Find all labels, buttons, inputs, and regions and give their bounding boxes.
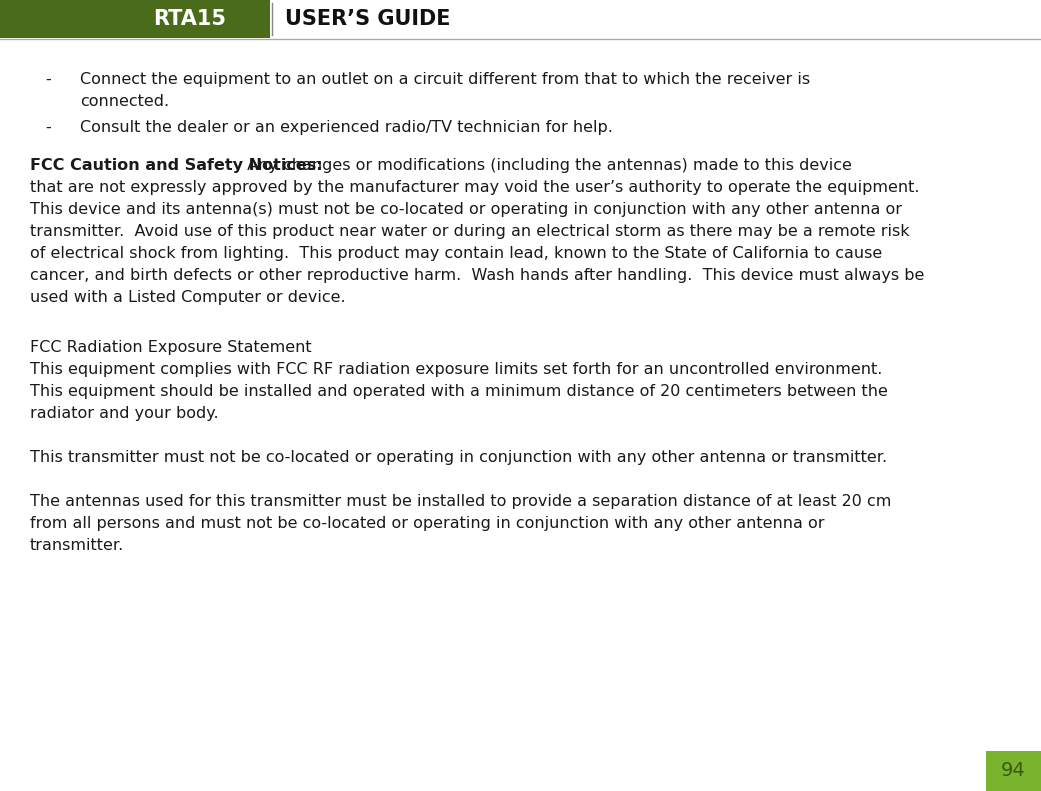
Text: Connect the equipment to an outlet on a circuit different from that to which the: Connect the equipment to an outlet on a … bbox=[80, 72, 810, 87]
Text: 94: 94 bbox=[1001, 762, 1025, 781]
Text: The antennas used for this transmitter must be installed to provide a separation: The antennas used for this transmitter m… bbox=[30, 494, 891, 509]
Text: Any changes or modifications (including the antennas) made to this device: Any changes or modifications (including … bbox=[243, 158, 853, 173]
Text: FCC Radiation Exposure Statement: FCC Radiation Exposure Statement bbox=[30, 340, 311, 355]
Text: This transmitter must not be co-located or operating in conjunction with any oth: This transmitter must not be co-located … bbox=[30, 450, 887, 465]
Text: -: - bbox=[45, 120, 51, 135]
Text: radiator and your body.: radiator and your body. bbox=[30, 406, 219, 421]
Text: transmitter.: transmitter. bbox=[30, 538, 124, 553]
Text: This device and its antenna(s) must not be co-located or operating in conjunctio: This device and its antenna(s) must not … bbox=[30, 202, 902, 217]
FancyBboxPatch shape bbox=[0, 0, 270, 38]
Text: Consult the dealer or an experienced radio/TV technician for help.: Consult the dealer or an experienced rad… bbox=[80, 120, 613, 135]
Text: connected.: connected. bbox=[80, 94, 169, 109]
Text: This equipment should be installed and operated with a minimum distance of 20 ce: This equipment should be installed and o… bbox=[30, 384, 888, 399]
Text: FCC Caution and Safety Notices:: FCC Caution and Safety Notices: bbox=[30, 158, 323, 173]
Text: USER’S GUIDE: USER’S GUIDE bbox=[285, 9, 451, 29]
Text: that are not expressly approved by the manufacturer may void the user’s authorit: that are not expressly approved by the m… bbox=[30, 180, 919, 195]
Text: This equipment complies with FCC RF radiation exposure limits set forth for an u: This equipment complies with FCC RF radi… bbox=[30, 362, 883, 377]
Text: transmitter.  Avoid use of this product near water or during an electrical storm: transmitter. Avoid use of this product n… bbox=[30, 224, 910, 239]
FancyBboxPatch shape bbox=[986, 751, 1041, 791]
Text: cancer, and birth defects or other reproductive harm.  Wash hands after handling: cancer, and birth defects or other repro… bbox=[30, 268, 924, 283]
Text: RTA15: RTA15 bbox=[153, 9, 227, 29]
Text: used with a Listed Computer or device.: used with a Listed Computer or device. bbox=[30, 290, 346, 305]
Text: from all persons and must not be co-located or operating in conjunction with any: from all persons and must not be co-loca… bbox=[30, 516, 824, 531]
Text: -: - bbox=[45, 72, 51, 87]
Text: of electrical shock from lighting.  This product may contain lead, known to the : of electrical shock from lighting. This … bbox=[30, 246, 883, 261]
